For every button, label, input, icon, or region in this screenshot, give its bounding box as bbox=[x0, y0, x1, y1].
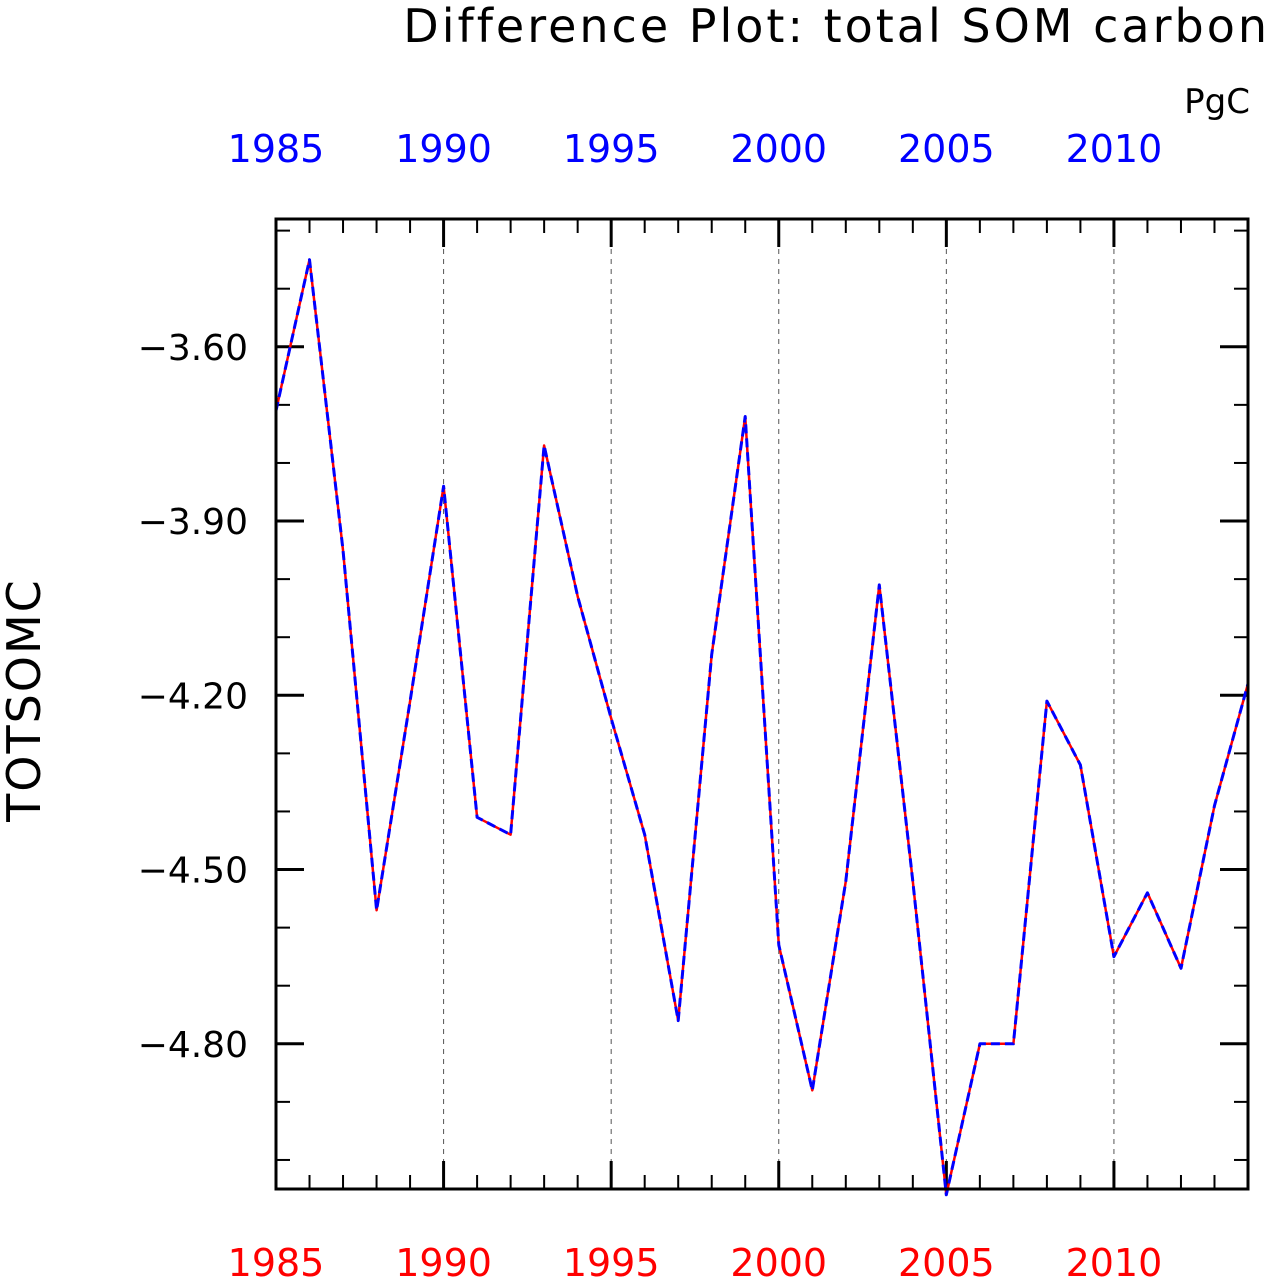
x-tick-label-bottom-3: 2000 bbox=[730, 1241, 827, 1280]
x-tick-label-bottom-2: 1995 bbox=[563, 1241, 660, 1280]
x-tick-label-bottom-5: 2010 bbox=[1066, 1241, 1163, 1280]
x-tick-label-top-2: 1995 bbox=[563, 127, 660, 171]
y-tick-label-2: −4.20 bbox=[138, 676, 248, 717]
y-tick-label-1: −3.90 bbox=[138, 502, 248, 543]
y-axis-label: TOTSOMC bbox=[0, 578, 51, 823]
y-tick-label-4: −4.80 bbox=[138, 1025, 248, 1066]
grid-lines bbox=[443, 219, 1115, 1189]
y-tick-label-3: −4.50 bbox=[138, 851, 248, 892]
series-line-1 bbox=[274, 258, 1250, 1197]
y-tick-label-0: −3.60 bbox=[138, 328, 248, 369]
x-tick-label-bottom-1: 1990 bbox=[395, 1241, 492, 1280]
units-label: PgC bbox=[1184, 82, 1250, 122]
y-tick-labels: −3.60 −3.90 −4.20 −4.50 −4.80 bbox=[138, 328, 248, 1066]
x-tick-label-top-5: 2010 bbox=[1066, 127, 1163, 171]
x-tick-label-top-0: 1985 bbox=[228, 127, 325, 171]
plot-frame bbox=[274, 217, 1250, 1191]
x-tick-label-top-1: 1990 bbox=[395, 127, 492, 171]
series-line-0 bbox=[274, 258, 1250, 1197]
x-tick-label-bottom-4: 2005 bbox=[898, 1241, 995, 1280]
series-lines bbox=[274, 258, 1250, 1197]
x-tick-label-bottom-0: 1985 bbox=[228, 1241, 325, 1280]
x-tick-labels-bottom: 1985 1990 1995 2000 2005 2010 bbox=[228, 1241, 1163, 1280]
x-tick-labels-top: 1985 1990 1995 2000 2005 2010 bbox=[228, 127, 1163, 171]
x-tick-label-top-4: 2005 bbox=[898, 127, 995, 171]
chart-title: Difference Plot: total SOM carbon bbox=[403, 0, 1270, 53]
x-tick-label-top-3: 2000 bbox=[730, 127, 827, 171]
